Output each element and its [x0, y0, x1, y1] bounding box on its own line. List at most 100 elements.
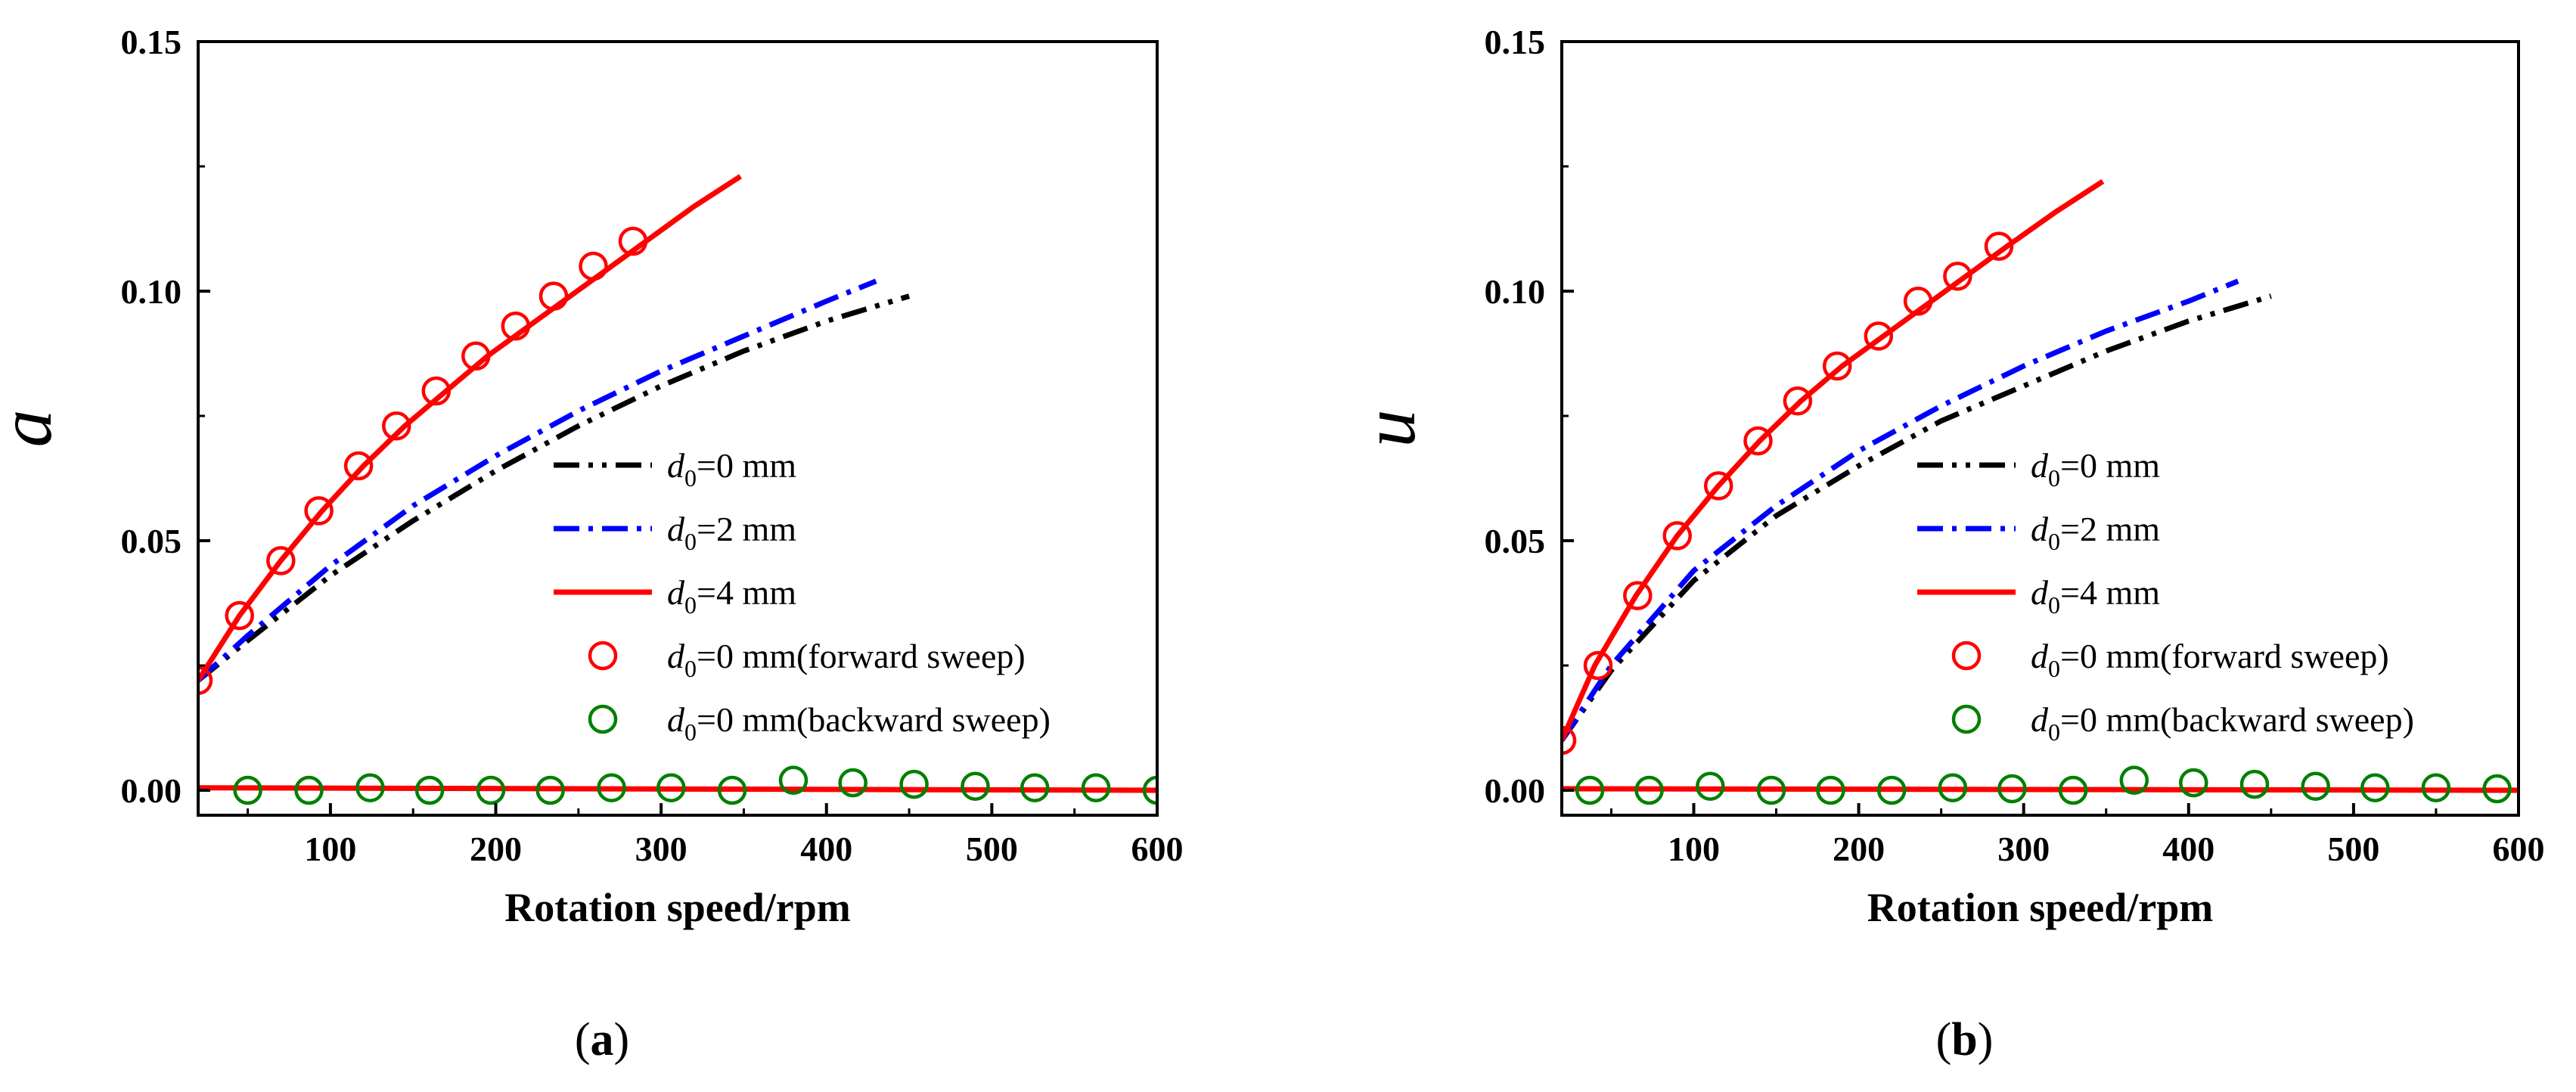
x-tick-label: 100: [304, 830, 356, 868]
forward-sweep-marker: [1822, 351, 1852, 381]
forward-sweep-marker: [1703, 471, 1733, 501]
y-axis-label: u: [1347, 410, 1431, 448]
backward-sweep-marker: [1816, 775, 1845, 805]
x-tick-label: 400: [2162, 830, 2214, 868]
x-axis-label: Rotation speed/rpm: [1867, 885, 2214, 930]
legend-label: d0=0 mm: [667, 446, 796, 492]
panel-a: 100 200 300 400 500 600 0.00 0.05 0.10 0.15 Rotati…: [0, 23, 1184, 1066]
backward-sweep-marker: [1634, 775, 1664, 805]
backward-sweep-marker: [961, 771, 990, 801]
legend: d0=0 mm d0=2 mm d0=4 mm d0=0 mm(forward swe…: [554, 446, 1051, 746]
y-tick-label: 0.10: [1485, 272, 1546, 311]
forward-sweep-marker: [198, 665, 213, 696]
backward-sweep-marker: [355, 773, 385, 802]
series-line-d0-2: [1562, 278, 2239, 742]
legend-label: d0=4 mm: [667, 573, 796, 619]
backward-sweep-marker: [597, 773, 626, 802]
backward-sweep-marker: [476, 775, 506, 805]
forward-sweep-marker: [1743, 426, 1773, 456]
forward-sweep-marker: [501, 311, 531, 341]
backward-sweep-marker: [838, 768, 867, 798]
forward-sweep-marker: [1903, 286, 1933, 316]
x-tick-label: 600: [2493, 830, 2545, 868]
legend-label: d0=0 mm(forward sweep): [667, 637, 1026, 682]
x-tick-label: 100: [1668, 830, 1720, 868]
y-tick-label: 0.05: [1485, 522, 1546, 560]
panel-label: (b): [1936, 1014, 1994, 1066]
series-line-d0-0: [1562, 293, 2272, 743]
backward-sweep-marker: [2301, 771, 2330, 801]
backward-sweep-marker: [2482, 774, 2512, 804]
forward-sweep-marker: [266, 546, 296, 575]
y-tick-label: 0.00: [1485, 771, 1546, 810]
y-tick-label: 0.05: [121, 522, 182, 560]
backward-sweep-marker: [1756, 775, 1786, 805]
backward-sweep-marker: [233, 775, 262, 805]
x-tick-label: 400: [800, 830, 852, 868]
panel-b: 100 200 300 400 500 600 0.00 0.05 0.10 0.15 Rotati…: [1347, 23, 2545, 1066]
axes-frame: [197, 40, 1159, 817]
backward-sweep-marker: [535, 775, 565, 805]
backward-sweep-marker: [2239, 769, 2270, 799]
legend-label: d0=2 mm: [667, 510, 796, 555]
forward-sweep-marker: [1662, 521, 1692, 551]
forward-sweep-marker: [1562, 725, 1577, 755]
x-tick-label: 300: [635, 830, 687, 868]
backward-sweep-marker: [2421, 773, 2451, 802]
forward-sweep-marker: [538, 281, 569, 311]
legend-item: d0=0 mm: [1917, 446, 2160, 492]
forward-sweep-marker: [1783, 386, 1813, 416]
legend-item: d0=0 mm: [554, 446, 796, 492]
backward-sweep-marker: [899, 769, 929, 799]
backward-sweep-marker: [2360, 773, 2390, 802]
legend-label: d0=0 mm(backward sweep): [667, 700, 1051, 746]
x-tick-label: 500: [966, 830, 1018, 868]
backward-sweep-marker: [414, 775, 445, 805]
legend-label: d0=2 mm: [2031, 510, 2160, 555]
legend: d0=0 mm d0=2 mm d0=4 mm d0=0 mm(forward swe…: [1917, 446, 2414, 746]
x-tick-label: 200: [470, 830, 522, 868]
legend-marker: [588, 704, 618, 734]
x-axis-label: Rotation speed/rpm: [504, 885, 851, 930]
forward-sweep-marker: [382, 411, 411, 441]
y-tick-label: 0.15: [1485, 23, 1546, 61]
forward-sweep-marker: [579, 251, 608, 281]
backward-sweep-marker: [294, 775, 324, 805]
backward-sweep-marker: [717, 775, 747, 805]
backward-sweep-marker: [656, 773, 686, 802]
legend-item: d0=0 mm(backward sweep): [1951, 700, 2414, 746]
panel-label: (a): [575, 1014, 629, 1066]
x-tick-label: 500: [2327, 830, 2379, 868]
forward-sweep-marker: [304, 496, 334, 526]
legend-marker: [1951, 704, 1982, 734]
legend-item: d0=4 mm: [1917, 573, 2160, 619]
legend-item: d0=0 mm(forward sweep): [588, 637, 1026, 682]
forward-sweep-marker: [618, 226, 648, 256]
backward-sweep-marker: [778, 765, 808, 796]
forward-sweep-marker: [1943, 261, 1972, 291]
y-tick-label: 0.00: [121, 771, 182, 810]
legend-item: d0=4 mm: [554, 573, 796, 619]
legend-marker: [588, 641, 618, 671]
backward-sweep-marker: [1142, 775, 1157, 805]
forward-sweep-marker: [1984, 231, 2014, 261]
legend-item: d0=0 mm(forward sweep): [1951, 637, 2389, 682]
x-tick-label: 300: [1997, 830, 2050, 868]
forward-sweep-marker: [421, 376, 452, 406]
legend-label: d0=0 mm(forward sweep): [2031, 637, 2389, 682]
backward-sweep-marker: [1081, 773, 1111, 802]
forward-sweep-marker: [225, 600, 254, 631]
legend-label: d0=0 mm: [2031, 446, 2160, 492]
backward-sweep-marker: [2119, 765, 2149, 796]
backward-sweep-marker: [1020, 773, 1050, 802]
x-tick-label: 200: [1833, 830, 1885, 868]
backward-sweep-marker: [1938, 773, 1968, 802]
backward-sweep-marker: [1575, 775, 1605, 805]
legend-item: d0=0 mm(backward sweep): [588, 700, 1051, 746]
series-line-d0-4: [198, 785, 1157, 793]
x-tick-label: 600: [1131, 830, 1184, 868]
backward-sweep-marker: [1876, 775, 1907, 805]
series-line-d0-0: [198, 293, 911, 683]
backward-sweep-marker: [1997, 774, 2027, 804]
